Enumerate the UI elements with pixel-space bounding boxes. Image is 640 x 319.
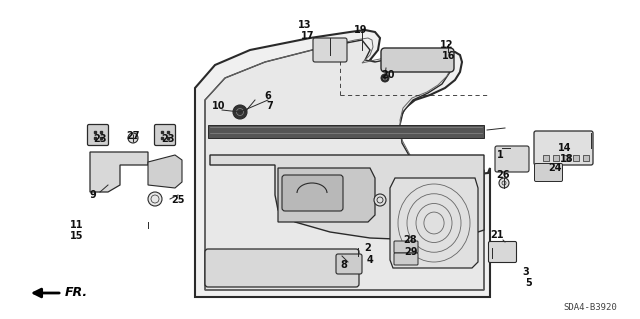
Bar — [563, 155, 569, 161]
Text: 26: 26 — [496, 170, 509, 180]
FancyBboxPatch shape — [381, 48, 454, 72]
Text: 24: 24 — [548, 163, 562, 173]
FancyBboxPatch shape — [313, 38, 347, 62]
Text: 2: 2 — [365, 243, 371, 253]
FancyBboxPatch shape — [394, 253, 418, 265]
FancyBboxPatch shape — [488, 241, 516, 263]
Text: 11: 11 — [70, 220, 84, 230]
Text: 19: 19 — [355, 25, 368, 35]
Text: 21: 21 — [490, 230, 504, 240]
Text: 7: 7 — [267, 101, 273, 111]
Bar — [553, 155, 559, 161]
Text: 13: 13 — [298, 20, 312, 30]
Text: 20: 20 — [381, 70, 395, 80]
Ellipse shape — [499, 178, 509, 188]
FancyBboxPatch shape — [394, 241, 418, 253]
Text: 18: 18 — [560, 154, 574, 164]
FancyBboxPatch shape — [534, 131, 593, 165]
Text: 4: 4 — [367, 255, 373, 265]
FancyBboxPatch shape — [495, 146, 529, 172]
FancyBboxPatch shape — [88, 124, 109, 145]
FancyBboxPatch shape — [282, 175, 343, 211]
FancyBboxPatch shape — [534, 164, 563, 182]
FancyBboxPatch shape — [336, 254, 362, 274]
Text: 17: 17 — [301, 31, 315, 41]
Polygon shape — [208, 125, 484, 138]
Text: SDA4-B3920: SDA4-B3920 — [563, 303, 617, 313]
Text: 6: 6 — [264, 91, 271, 101]
Text: 12: 12 — [440, 40, 454, 50]
Text: 28: 28 — [403, 235, 417, 245]
Bar — [583, 155, 589, 161]
FancyBboxPatch shape — [154, 124, 175, 145]
Text: 8: 8 — [340, 260, 348, 270]
FancyBboxPatch shape — [205, 249, 359, 287]
Polygon shape — [205, 40, 484, 290]
Bar — [573, 155, 579, 161]
Text: 23: 23 — [93, 134, 107, 144]
Polygon shape — [390, 178, 478, 268]
Ellipse shape — [374, 194, 386, 206]
Ellipse shape — [148, 192, 162, 206]
Ellipse shape — [381, 74, 389, 82]
Polygon shape — [210, 155, 484, 240]
Text: 23: 23 — [161, 134, 175, 144]
Text: FR.: FR. — [65, 286, 88, 300]
Polygon shape — [90, 152, 148, 192]
Text: 3: 3 — [523, 267, 529, 277]
Text: 15: 15 — [70, 231, 84, 241]
Text: 29: 29 — [404, 247, 418, 257]
Polygon shape — [278, 168, 375, 222]
Ellipse shape — [233, 105, 247, 119]
Text: 14: 14 — [558, 143, 572, 153]
Polygon shape — [148, 155, 182, 188]
Bar — [543, 155, 549, 161]
Text: 10: 10 — [212, 101, 226, 111]
Text: 9: 9 — [90, 190, 97, 200]
Ellipse shape — [128, 133, 138, 143]
Text: 16: 16 — [442, 51, 456, 61]
Text: 1: 1 — [497, 150, 504, 160]
Text: 27: 27 — [126, 131, 140, 141]
Text: 25: 25 — [172, 195, 185, 205]
Text: 5: 5 — [525, 278, 532, 288]
Polygon shape — [195, 30, 490, 297]
